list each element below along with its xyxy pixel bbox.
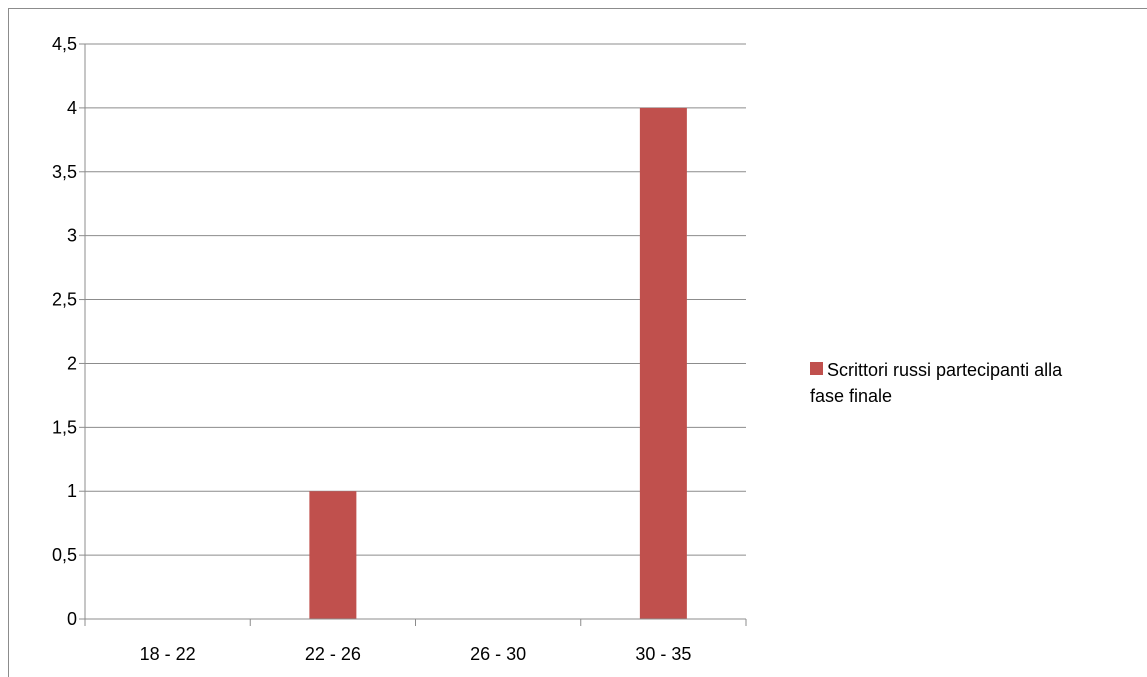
legend-swatch <box>810 362 823 375</box>
x-tick-labels: 18 - 22 22 - 26 26 - 30 30 - 35 <box>140 644 692 664</box>
bars <box>309 107 687 619</box>
y-tick-label: 3 <box>67 226 77 246</box>
y-tick-label: 0 <box>67 609 77 629</box>
y-tick-labels: 0 0,5 1 1,5 2 2,5 3 3,5 4 4,5 <box>52 34 77 629</box>
y-tick-label: 1 <box>67 481 77 501</box>
y-tick-label: 2 <box>67 353 77 373</box>
bar <box>309 491 357 619</box>
y-tick-label: 0,5 <box>52 545 77 565</box>
y-tick-label: 4 <box>67 98 77 118</box>
x-tick-label: 26 - 30 <box>470 644 526 664</box>
axes <box>79 43 747 626</box>
gridlines <box>85 43 746 556</box>
legend-label-line-2: fase finale <box>810 386 892 406</box>
legend-label-line-1: Scrittori russi partecipanti alla <box>827 360 1063 380</box>
y-tick-label: 2,5 <box>52 290 77 310</box>
x-tick-label: 30 - 35 <box>635 644 691 664</box>
legend: Scrittori russi partecipanti alla fase f… <box>810 360 1063 406</box>
y-tick-label: 4,5 <box>52 34 77 54</box>
x-tick-label: 22 - 26 <box>305 644 361 664</box>
bar <box>639 107 687 619</box>
chart-frame <box>8 8 1147 677</box>
x-tick-label: 18 - 22 <box>140 644 196 664</box>
y-tick-label: 3,5 <box>52 162 77 182</box>
y-tick-label: 1,5 <box>52 417 77 437</box>
